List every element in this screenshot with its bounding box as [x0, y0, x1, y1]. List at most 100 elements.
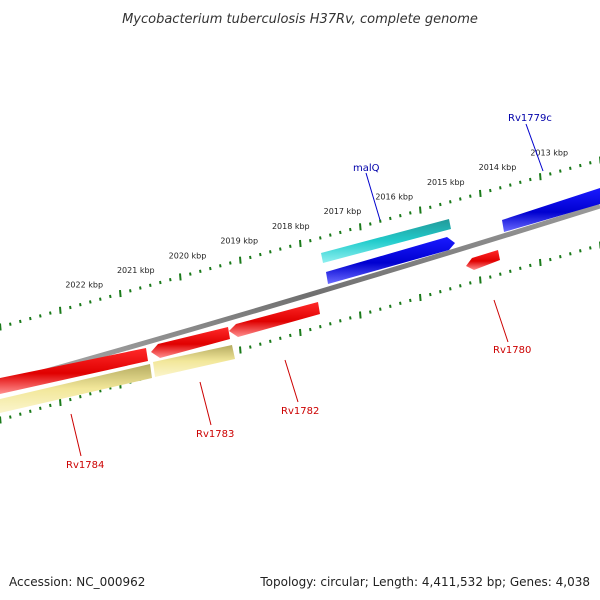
outer-scale-minor-tick	[189, 272, 192, 276]
feature-cyan-bar	[321, 219, 451, 263]
outer-scale-minor-tick	[439, 202, 442, 207]
label-rv1782[interactable]: Rv1782	[281, 406, 319, 417]
outer-scale-minor-tick	[169, 278, 172, 282]
outer-scale-minor-tick	[29, 316, 32, 321]
outer-scale-minor-tick	[309, 239, 312, 243]
outer-scale-minor-tick	[329, 233, 332, 237]
reverse-strand-features	[0, 250, 500, 413]
inner-scale-major-tick	[59, 398, 62, 407]
outer-scale-minor-tick	[369, 222, 372, 226]
outer-scale-minor-tick	[379, 219, 382, 223]
label-malq[interactable]: malQ	[353, 163, 380, 174]
outer-scale-major-tick	[239, 256, 242, 264]
inner-scale-major-tick	[0, 416, 2, 424]
label-rv1784[interactable]: Rv1784	[66, 460, 104, 471]
gene-rv1782-arrow	[229, 302, 320, 337]
gene-rv1780-arrow	[466, 250, 500, 270]
map-title: Mycobacterium tuberculosis H37Rv, comple…	[122, 12, 478, 27]
gene-leader-lines	[70, 123, 544, 457]
outer-scale-minor-tick	[559, 169, 562, 173]
outer-scale-minor-tick	[99, 297, 102, 301]
inner-scale-major-tick	[419, 293, 422, 302]
inner-scale-minor-tick	[409, 298, 412, 303]
inner-scale-minor-tick	[19, 412, 22, 416]
gene-rv1783-arrow	[151, 327, 230, 358]
genome-summary-text: Topology: circular; Length: 4,411,532 bp…	[259, 575, 590, 589]
inner-scale-minor-tick	[559, 255, 562, 259]
scale-label-2015: 2015 kbp	[427, 178, 465, 187]
outer-scale-minor-tick	[199, 269, 202, 273]
scale-labels: 2013 kbp 2014 kbp 2015 kbp 2016 kbp 2017 kbp…	[65, 148, 568, 289]
outer-scale-minor-tick	[249, 255, 252, 260]
scale-label-2020: 2020 kbp	[169, 251, 207, 260]
inner-scale-minor-tick	[249, 345, 252, 349]
inner-scale-minor-tick	[529, 263, 532, 268]
inner-scale-minor-tick	[589, 246, 592, 250]
inner-scale-minor-tick	[79, 395, 82, 399]
inner-scale-minor-tick	[519, 266, 522, 270]
inner-scale-minor-tick	[39, 406, 42, 410]
scale-label-2013: 2013 kbp	[530, 148, 568, 157]
inner-scale-minor-tick	[309, 327, 312, 332]
scale-label-2018: 2018 kbp	[272, 222, 310, 231]
outer-scale-minor-tick	[159, 280, 162, 285]
inner-scale-minor-tick	[89, 392, 92, 396]
gene-rv1779c-arrow	[502, 188, 600, 232]
outer-scale-minor-tick	[549, 172, 552, 176]
outer-scale-minor-tick	[79, 303, 82, 307]
label-rv1780[interactable]: Rv1780	[493, 345, 531, 356]
outer-scale-minor-tick	[429, 205, 432, 209]
outer-scale-minor-tick	[89, 300, 92, 304]
label-rv1779c[interactable]: Rv1779c	[508, 113, 552, 124]
leader-rv1779c	[525, 123, 544, 172]
inner-scale-minor-tick	[379, 307, 382, 311]
inner-scale-major-tick	[239, 346, 242, 354]
outer-scale-major-tick	[359, 223, 362, 231]
scale-label-2021: 2021 kbp	[117, 266, 155, 275]
scale-label-2022: 2022 kbp	[65, 281, 103, 290]
genome-backbone	[0, 203, 600, 387]
outer-scale-minor-tick	[589, 161, 592, 165]
accession-text: Accession: NC_000962	[9, 575, 145, 589]
outer-scale-major-tick	[0, 323, 2, 331]
outer-scale-minor-tick	[389, 216, 392, 221]
inner-scale-minor-tick	[579, 249, 582, 253]
inner-scale-minor-tick	[509, 269, 512, 273]
outer-scale-minor-tick	[269, 250, 272, 254]
outer-scale-minor-tick	[319, 236, 322, 240]
outer-scale-minor-tick	[39, 314, 42, 318]
leader-malq	[365, 172, 381, 221]
scale-label-2019: 2019 kbp	[220, 237, 258, 246]
inner-scale-major-tick	[359, 311, 362, 319]
inner-scale-minor-tick	[499, 272, 502, 276]
scale-label-2017: 2017 kbp	[324, 207, 362, 216]
inner-scale-minor-tick	[69, 397, 72, 402]
outer-scale-minor-tick	[499, 186, 502, 190]
forward-strand-features	[321, 188, 600, 284]
inner-scale-minor-tick	[549, 257, 552, 262]
outer-scale-minor-tick	[339, 230, 342, 235]
outer-scale-major-tick	[59, 306, 62, 314]
outer-scale-minor-tick	[529, 177, 532, 182]
inner-scale-minor-tick	[449, 287, 452, 291]
outer-scale-major-tick	[119, 290, 122, 298]
scale-ticks-inner	[0, 241, 600, 424]
inner-scale-minor-tick	[349, 316, 352, 320]
outer-scale-minor-tick	[49, 311, 52, 315]
outer-scale-major-tick	[419, 206, 422, 214]
outer-scale-minor-tick	[289, 244, 292, 248]
outer-scale-minor-tick	[69, 305, 72, 310]
outer-scale-minor-tick	[149, 283, 152, 287]
inner-scale-minor-tick	[29, 409, 32, 413]
outer-scale-minor-tick	[9, 322, 12, 326]
outer-scale-minor-tick	[579, 163, 582, 168]
label-rv1783[interactable]: Rv1783	[196, 429, 234, 440]
scale-label-2016: 2016 kbp	[375, 193, 413, 202]
inner-scale-minor-tick	[389, 304, 392, 308]
leader-rv1783	[199, 381, 212, 426]
gene-malq-arrow	[326, 237, 455, 284]
leader-rv1782	[284, 359, 299, 403]
inner-scale-major-tick	[479, 276, 482, 284]
leader-rv1780	[493, 299, 509, 343]
